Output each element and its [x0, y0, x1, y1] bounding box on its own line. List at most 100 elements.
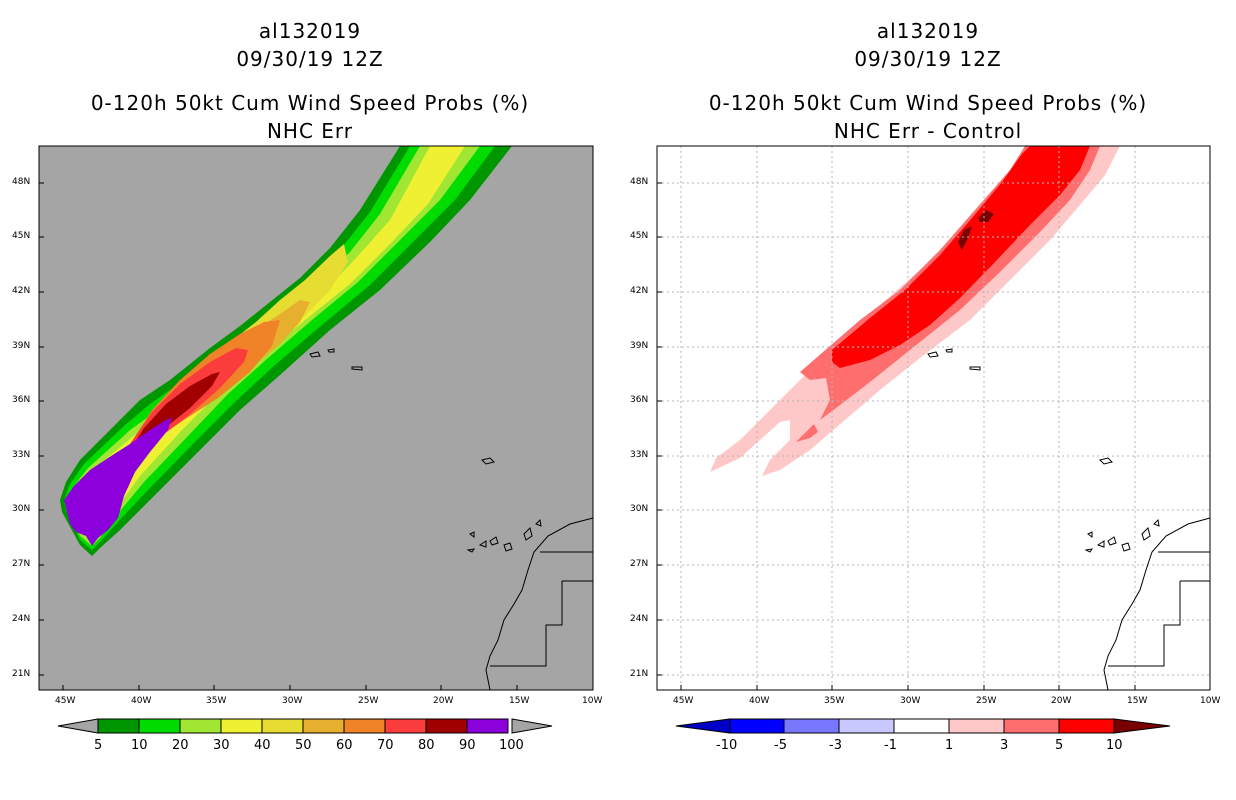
right-ylabel-27n: 27N	[630, 559, 649, 569]
contour-90	[64, 418, 172, 546]
left-cb-bin-3	[220, 718, 263, 734]
right-map-background	[657, 146, 1210, 690]
right-cb-label-m1: -1	[884, 738, 897, 753]
left-ylabel-48n: 48N	[12, 177, 31, 187]
left-ticks	[39, 182, 518, 690]
right-xlabel-45w: 45W	[673, 696, 694, 706]
left-title-line4: NHC Err	[266, 119, 354, 143]
right-cb-over	[1113, 718, 1171, 734]
right-colorbar	[675, 718, 1171, 734]
right-title-line2: 09/30/19 12Z	[854, 47, 1002, 71]
left-cb-under	[57, 718, 99, 734]
right-cb-label-m5: -5	[774, 738, 787, 753]
contour-80	[78, 372, 220, 524]
left-cb-bin-8	[425, 718, 468, 734]
right-cb-bin-6	[1003, 718, 1060, 734]
left-xlabel-35w: 35W	[206, 696, 227, 706]
right-cb-bin-1	[729, 718, 785, 734]
left-coastlines	[309, 348, 594, 691]
left-xlabel-45w: 45W	[55, 696, 76, 706]
right-xlabel-35w: 35W	[824, 696, 845, 706]
contour-plus10-a	[958, 226, 972, 250]
left-ylabel-21n: 21N	[12, 669, 31, 679]
left-cb-label-50: 50	[295, 738, 312, 753]
right-ylabel-39n: 39N	[630, 341, 649, 351]
left-cb-label-100: 100	[499, 738, 524, 753]
left-title-line2: 09/30/19 12Z	[236, 47, 384, 71]
left-cb-bin-6	[343, 718, 386, 734]
right-title-line3: 0-120h 50kt Cum Wind Speed Probs (%)	[708, 91, 1148, 115]
left-cb-label-70: 70	[377, 738, 394, 753]
contour-plus10-b	[978, 210, 994, 222]
right-xlabel-30w: 30W	[900, 696, 921, 706]
left-cb-over	[511, 718, 553, 734]
left-cb-label-60: 60	[336, 738, 353, 753]
right-cb-label-m10: -10	[716, 738, 738, 753]
left-xlabel-30w: 30W	[282, 696, 303, 706]
right-ylabel-42n: 42N	[630, 286, 649, 296]
left-cb-label-10: 10	[131, 738, 148, 753]
right-cb-label-10: 10	[1106, 738, 1123, 753]
left-cb-bin-1	[138, 718, 181, 734]
right-ylabel-48n: 48N	[630, 177, 649, 187]
right-cb-under	[675, 718, 731, 734]
right-xlabel-10w: 10W	[1200, 696, 1221, 706]
right-cb-label-m3: -3	[829, 738, 842, 753]
right-ylabel-36n: 36N	[630, 395, 649, 405]
left-colorbar	[57, 718, 553, 734]
right-xlabel-25w: 25W	[976, 696, 997, 706]
left-probability-swath	[60, 146, 512, 556]
right-xlabel-40w: 40W	[749, 696, 770, 706]
left-xlabel-40w: 40W	[131, 696, 152, 706]
right-map	[656, 145, 1211, 691]
contour-plus5	[832, 146, 1090, 368]
left-ylabel-36n: 36N	[12, 395, 31, 405]
left-ylabel-27n: 27N	[12, 559, 31, 569]
right-title-line4: NHC Err - Control	[833, 119, 1023, 143]
left-cb-label-30: 30	[213, 738, 230, 753]
left-cb-bin-5	[302, 718, 345, 734]
left-cb-label-80: 80	[418, 738, 435, 753]
right-title-line1: al132019	[876, 19, 980, 43]
right-cb-bin-4	[893, 718, 950, 734]
right-cb-label-1: 1	[945, 738, 954, 753]
left-ylabel-42n: 42N	[12, 286, 31, 296]
left-cb-label-20: 20	[172, 738, 189, 753]
left-cb-label-5: 5	[94, 738, 103, 753]
right-cb-bin-3	[838, 718, 895, 734]
left-xlabel-10w: 10W	[582, 696, 603, 706]
contour-plus3-small	[796, 424, 818, 442]
right-cb-bin-5	[948, 718, 1005, 734]
left-xlabel-15w: 15W	[509, 696, 530, 706]
left-cb-label-40: 40	[254, 738, 271, 753]
right-gridlines	[657, 146, 1210, 690]
left-ylabel-45n: 45N	[12, 231, 31, 241]
left-cb-bin-0	[97, 718, 140, 734]
left-title-line1: al132019	[258, 19, 362, 43]
left-ylabel-39n: 39N	[12, 341, 31, 351]
right-ylabel-30n: 30N	[630, 504, 649, 514]
left-ylabel-30n: 30N	[12, 504, 31, 514]
left-cb-bin-9	[466, 718, 509, 734]
left-map-frame	[38, 145, 594, 691]
left-cb-bin-4	[261, 718, 304, 734]
right-ylabel-24n: 24N	[630, 614, 649, 624]
right-ticks	[657, 182, 1136, 690]
right-map-frame	[656, 145, 1211, 691]
left-map	[38, 145, 594, 691]
left-xlabel-20w: 20W	[433, 696, 454, 706]
left-xlabel-25w: 25W	[358, 696, 379, 706]
left-title-line3: 0-120h 50kt Cum Wind Speed Probs (%)	[90, 91, 530, 115]
left-ylabel-33n: 33N	[12, 450, 31, 460]
right-difference-swath	[710, 146, 1120, 476]
left-cb-bin-7	[384, 718, 427, 734]
right-xlabel-20w: 20W	[1051, 696, 1072, 706]
right-cb-label-3: 3	[1000, 738, 1009, 753]
right-cb-label-5: 5	[1055, 738, 1064, 753]
right-cb-bin-7	[1058, 718, 1115, 734]
right-ylabel-33n: 33N	[630, 450, 649, 460]
right-cb-bin-2	[783, 718, 840, 734]
right-coastlines	[927, 348, 1211, 691]
left-cb-bin-2	[179, 718, 222, 734]
